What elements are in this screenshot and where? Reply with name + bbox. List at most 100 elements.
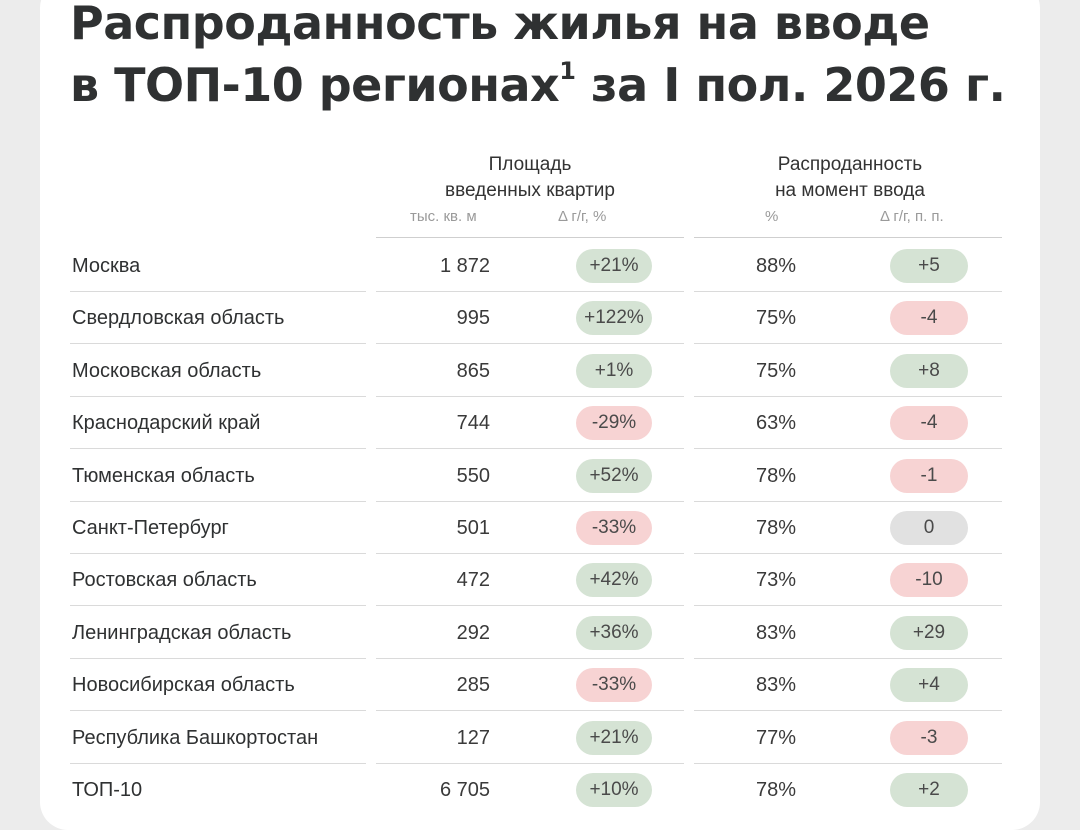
row-divider (694, 343, 1002, 344)
footnote-marker: 1 (559, 57, 576, 85)
region-name: Свердловская область (72, 307, 285, 329)
table-row: Тюменская область 550 +52% 78% -1 (70, 450, 1002, 502)
title-line-2-end: за I пол. 2026 г. (575, 58, 1006, 112)
sold-header-divider (694, 237, 1002, 238)
row-divider (70, 291, 366, 292)
row-divider (694, 605, 1002, 606)
region-name: Новосибирская область (72, 674, 295, 696)
row-divider (694, 396, 1002, 397)
area-delta-badge: -33% (576, 668, 652, 702)
area-delta-badge: -33% (576, 511, 652, 545)
sold-percent-value: 77% (755, 727, 796, 749)
area-delta-badge: +21% (576, 249, 652, 283)
row-divider (694, 763, 1002, 764)
table-row: Краснодарский край 744 -29% 63% -4 (70, 397, 1002, 449)
row-divider (70, 448, 366, 449)
row-divider (70, 710, 366, 711)
sold-percent-value: 75% (755, 360, 796, 382)
area-column-group-header: Площадь введенных квартир (410, 152, 650, 204)
table-row: Московская область 865 +1% 75% +8 (70, 345, 1002, 397)
sold-delta-badge: -4 (890, 406, 968, 440)
sold-delta-badge: +5 (890, 249, 968, 283)
table-row: Ростовская область 472 +42% 73% -10 (70, 554, 1002, 606)
row-divider (70, 501, 366, 502)
area-value: 285 (456, 674, 490, 696)
table-row: ТОП-10 6 705 +10% 78% +2 (70, 764, 1002, 816)
sold-header-line-1: Распроданность (777, 154, 923, 175)
row-divider (694, 553, 1002, 554)
row-divider (376, 343, 684, 344)
area-delta-badge: +36% (576, 616, 652, 650)
row-divider (70, 343, 366, 344)
row-divider (70, 763, 366, 764)
row-divider (376, 396, 684, 397)
title-line-2-start: в ТОП-10 регионах (70, 58, 560, 112)
sold-delta-badge: -10 (890, 563, 968, 597)
row-divider (376, 553, 684, 554)
row-divider (694, 501, 1002, 502)
row-divider (70, 396, 366, 397)
row-divider (376, 658, 684, 659)
row-divider (376, 501, 684, 502)
area-delta-badge: -29% (576, 406, 652, 440)
sold-delta-badge: 0 (890, 511, 968, 545)
area-delta-header: Δ г/г, % (558, 208, 607, 225)
area-value: 6 705 (439, 779, 490, 801)
row-divider (376, 448, 684, 449)
row-divider (376, 763, 684, 764)
sold-delta-header: Δ г/г, п. п. (880, 208, 944, 225)
row-divider (694, 658, 1002, 659)
area-value: 995 (456, 307, 490, 329)
sold-percent-value: 78% (755, 517, 796, 539)
region-name: ТОП-10 (72, 779, 143, 801)
region-name: Москва (72, 255, 141, 277)
table-row: Санкт-Петербург 501 -33% 78% 0 (70, 502, 1002, 554)
area-delta-badge: +52% (576, 459, 652, 493)
area-value: 127 (456, 727, 490, 749)
sold-delta-badge: +8 (890, 354, 968, 388)
sold-delta-badge: -1 (890, 459, 968, 493)
row-divider (376, 291, 684, 292)
row-divider (376, 605, 684, 606)
row-divider (694, 710, 1002, 711)
area-header-divider (376, 237, 684, 238)
region-name: Ростовская область (72, 569, 257, 591)
row-divider (70, 553, 366, 554)
row-divider (70, 658, 366, 659)
sold-unit-header: % (765, 208, 779, 225)
region-name: Краснодарский край (72, 412, 261, 434)
table-row: Ленинградская область 292 +36% 83% +29 (70, 607, 1002, 659)
area-delta-badge: +21% (576, 721, 652, 755)
area-delta-badge: +42% (576, 563, 652, 597)
table-row: Москва 1 872 +21% 88% +5 (70, 240, 1002, 292)
table-row: Свердловская область 995 +122% 75% -4 (70, 292, 1002, 344)
table-row: Новосибирская область 285 -33% 83% +4 (70, 659, 1002, 711)
page-title: Распроданность жилья на вводе в ТОП-10 р… (70, 0, 1006, 116)
sold-delta-badge: -4 (890, 301, 968, 335)
area-unit-header: тыс. кв. м (410, 208, 477, 225)
area-delta-badge: +1% (576, 354, 652, 388)
area-value: 501 (456, 517, 490, 539)
table-row: Республика Башкортостан 127 +21% 77% -3 (70, 712, 1002, 764)
sold-percent-value: 83% (755, 622, 796, 644)
area-delta-badge: +10% (576, 773, 652, 807)
sold-delta-badge: +29 (890, 616, 968, 650)
area-value: 865 (456, 360, 490, 382)
sold-header-line-2: на момент ввода (775, 180, 925, 201)
area-header-line-1: Площадь (488, 154, 572, 175)
row-divider (694, 448, 1002, 449)
region-name: Республика Башкортостан (72, 727, 319, 749)
content-card (40, 0, 1040, 830)
title-line-1: Распроданность жилья на вводе (70, 0, 930, 50)
area-header-line-2: введенных квартир (445, 180, 615, 201)
region-name: Тюменская область (72, 465, 255, 487)
area-value: 744 (456, 412, 490, 434)
row-divider (376, 710, 684, 711)
sold-percent-value: 63% (755, 412, 796, 434)
region-name: Московская область (72, 360, 262, 382)
sold-percent-value: 88% (755, 255, 796, 277)
row-divider (70, 605, 366, 606)
sold-column-group-header: Распроданность на момент ввода (735, 152, 965, 204)
area-delta-badge: +122% (576, 301, 652, 335)
sold-delta-badge: +4 (890, 668, 968, 702)
